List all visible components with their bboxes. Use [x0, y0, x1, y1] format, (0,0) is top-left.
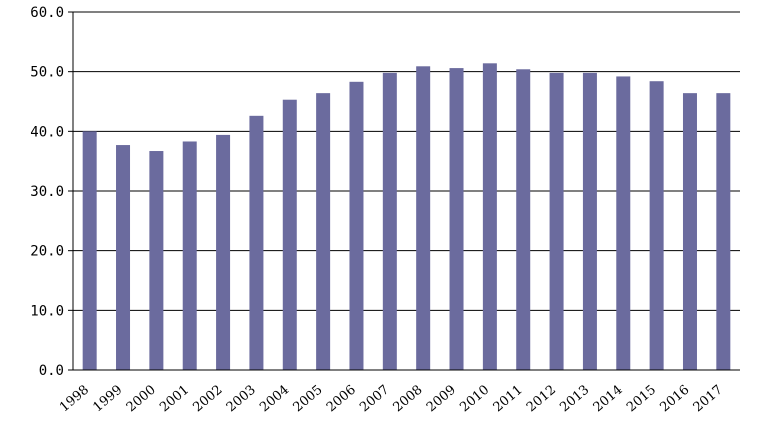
bar-2010: [482, 63, 497, 371]
bar-2005: [316, 93, 331, 370]
bar-2016: [682, 93, 697, 370]
x-tick-label: 1998: [57, 383, 92, 416]
x-tick-label: 2003: [224, 383, 259, 416]
x-tick-label: 2017: [691, 383, 726, 416]
x-tick-label: 2011: [491, 383, 526, 416]
bar-1998: [82, 131, 97, 370]
x-tick-label: 2002: [191, 383, 226, 416]
bar-2000: [149, 151, 164, 370]
x-tick-label: 2005: [291, 383, 326, 416]
x-tick-label: 2007: [357, 383, 392, 416]
x-tick-label: 2012: [524, 383, 559, 416]
bar-2011: [516, 69, 531, 370]
x-tick-label: 2010: [457, 383, 492, 416]
x-tick-label: 2004: [257, 383, 292, 416]
x-tick-label: 2006: [324, 383, 359, 416]
bar-2008: [416, 66, 431, 371]
bar-2004: [282, 99, 297, 371]
bar-2003: [249, 115, 264, 370]
x-tick-label: 2015: [624, 383, 659, 416]
bar-2006: [349, 81, 364, 370]
gridlines: [73, 11, 740, 311]
bar-2014: [616, 76, 631, 370]
bar-2017: [716, 93, 731, 370]
y-tick-label: 30.0: [30, 184, 64, 200]
bar-2002: [216, 134, 231, 370]
y-tick-labels: 0.0 10.0 20.0 30.0 40.0 50.0 60.0: [30, 5, 64, 379]
x-tick-label: 1999: [90, 383, 125, 416]
bar-2012: [549, 72, 564, 371]
bar-2001: [182, 141, 197, 370]
y-tick-label: 10.0: [30, 303, 64, 319]
bar-2007: [382, 72, 397, 371]
x-tick-label: 2014: [591, 383, 626, 416]
x-tick-labels: 1998199920002001200220032004200520062007…: [57, 383, 726, 416]
x-tick-label: 2016: [657, 383, 692, 416]
x-tick-label: 2013: [557, 383, 592, 416]
bar-2009: [449, 68, 464, 370]
axes: [68, 11, 740, 371]
y-tick-label: 20.0: [30, 244, 64, 260]
x-tick-label: 2008: [391, 383, 426, 416]
x-tick-label: 2001: [157, 383, 192, 416]
y-tick-label: 60.0: [30, 5, 64, 21]
bar-2015: [649, 81, 664, 371]
x-tick-label: 2009: [424, 383, 459, 416]
y-tick-label: 50.0: [30, 65, 64, 81]
x-tick-label: 2000: [124, 383, 159, 416]
bar-2013: [582, 72, 597, 371]
y-tick-label: 0.0: [39, 363, 64, 379]
bars: [82, 63, 731, 371]
y-tick-label: 40.0: [30, 124, 64, 140]
bar-1999: [116, 145, 131, 370]
